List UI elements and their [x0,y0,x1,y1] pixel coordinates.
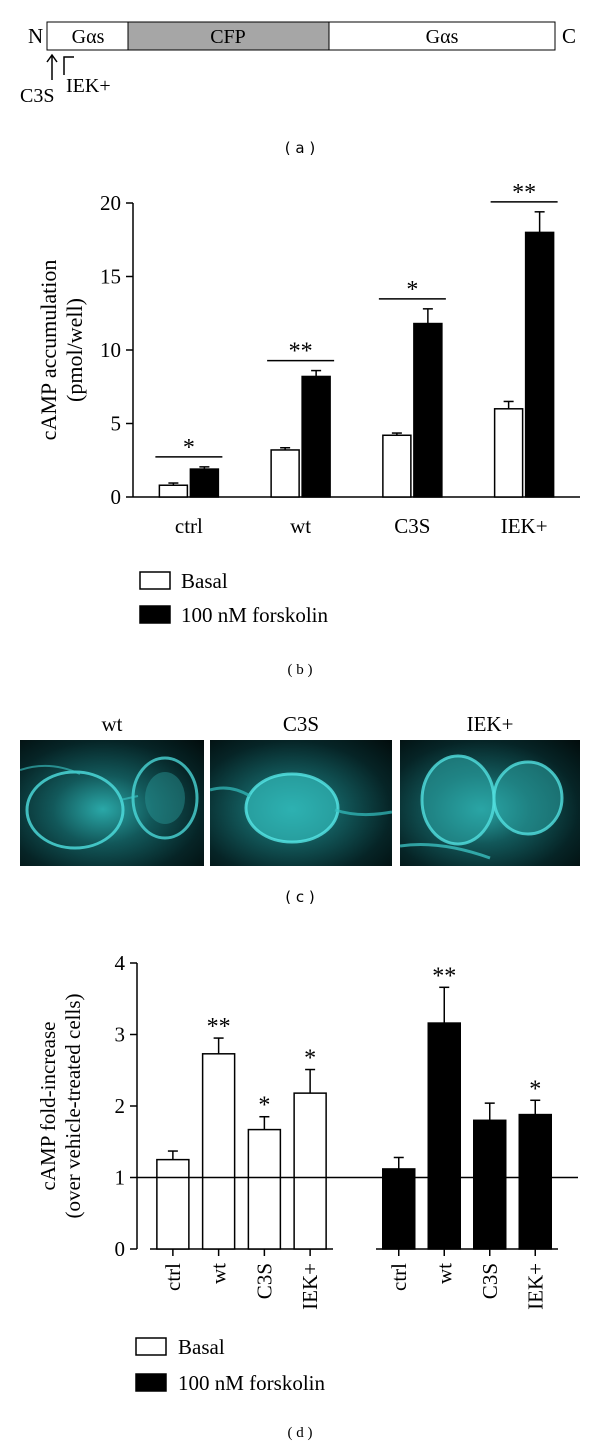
y-tick-label: 1 [115,1166,126,1190]
bar-basal [493,408,524,498]
y-axis-label: cAMP accumulation [36,260,61,441]
c-terminus-label: C [562,24,576,48]
significance-marker: * [529,1076,541,1102]
significance-marker: ** [512,180,536,206]
bar-forskolin [413,322,443,498]
legend-swatch-basal [139,571,171,590]
panel-c-label: ( c ) [285,888,315,906]
legend-label: 100 nM forskolin [178,1371,326,1395]
y-tick-label: 2 [115,1094,126,1118]
bar-forskolin [382,1168,416,1250]
x-tick-label: C3S [478,1263,502,1299]
legend-label: 100 nM forskolin [181,603,329,627]
x-tick-label: ctrl [161,1263,185,1291]
image-title-wt: wt [101,712,123,736]
image-title-c3s: C3S [282,712,320,736]
x-tick-label: wt [432,1263,456,1284]
significance-marker: ** [207,1014,231,1040]
y-tick-label: 4 [115,951,126,975]
segment-galpha-c [328,21,556,51]
x-tick-label: IEK+ [501,514,548,538]
chart-d: 0 1 2 3 4 cAMP fold-increase (over vehicle-tre… [36,951,578,1441]
y-tick-label: 3 [115,1023,126,1047]
y-tick-label: 0 [111,485,122,509]
panel-d-label: ( d ) [288,1425,313,1441]
x-tick-label: IEK+ [298,1263,322,1310]
segment-cfp-label: CFP [210,26,246,48]
bar-basal [293,1092,327,1250]
iek-marker-label: IEK+ [66,75,111,97]
significance-marker: * [183,435,195,461]
x-tick-label: wt [207,1263,231,1284]
bar-basal [247,1128,282,1250]
significance-marker: * [304,1046,316,1072]
x-tick-label: C3S [394,514,430,538]
chart-b: 0 5 10 15 20 cAMP accumulation (pmol/well) ctrl… [36,180,580,678]
panel-b-label: ( b ) [288,662,313,678]
y-tick-label: 10 [100,338,121,362]
legend-swatch-basal [135,1337,167,1356]
segment-galpha-c-label: Gαs [426,26,459,48]
bar-forskolin [189,468,220,498]
construct-diagram: N Gαs CFP Gαs C C3S IEK+ ( a ) [20,21,576,157]
significance-marker: ** [289,339,313,365]
micrograph-wt [19,740,204,866]
image-title-iek: IEK+ [466,712,514,736]
y-tick-label: 15 [100,265,121,289]
legend-swatch-forskolin [135,1373,167,1392]
x-tick-label: IEK+ [523,1263,547,1310]
bar-basal [156,1158,190,1250]
bar-basal [158,484,189,498]
legend-swatch-forskolin [139,605,171,624]
panel-a-label: ( a ) [285,139,315,157]
legend-label: Basal [178,1335,225,1359]
bar-forskolin [301,375,331,498]
y-tick-label: 20 [100,191,121,215]
y-axis-label-unit: (over vehicle-treated cells) [61,993,85,1218]
legend-label: Basal [181,569,228,593]
bar-basal [270,449,300,498]
y-axis-label-unit: (pmol/well) [62,298,87,402]
bar-forskolin [473,1119,507,1250]
significance-marker: ** [432,963,456,989]
y-tick-label: 0 [115,1237,126,1261]
segment-galpha-n [46,21,129,51]
y-axis-label: cAMP fold-increase [36,1022,60,1191]
bar-basal [382,434,412,498]
significance-marker: * [406,277,418,303]
x-tick-label: wt [290,514,311,538]
c3s-arrow-icon [46,53,58,80]
bar-forskolin [524,231,555,498]
x-tick-label: ctrl [387,1263,411,1291]
y-tick-label: 5 [111,412,122,436]
bar-basal [201,1053,236,1250]
micrograph-iek [399,740,580,866]
iek-insertion-mark [63,56,74,75]
c3s-marker-label: C3S [20,85,54,107]
segment-galpha-n-label: Gαs [72,26,105,48]
segment-cfp [127,21,330,51]
bar-forskolin [518,1113,552,1250]
x-tick-label: ctrl [175,514,203,538]
x-tick-label: C3S [252,1263,276,1299]
micrograph-c3s [209,740,393,866]
n-terminus-label: N [28,24,43,48]
bar-forskolin [427,1022,461,1250]
significance-marker: * [258,1093,270,1119]
